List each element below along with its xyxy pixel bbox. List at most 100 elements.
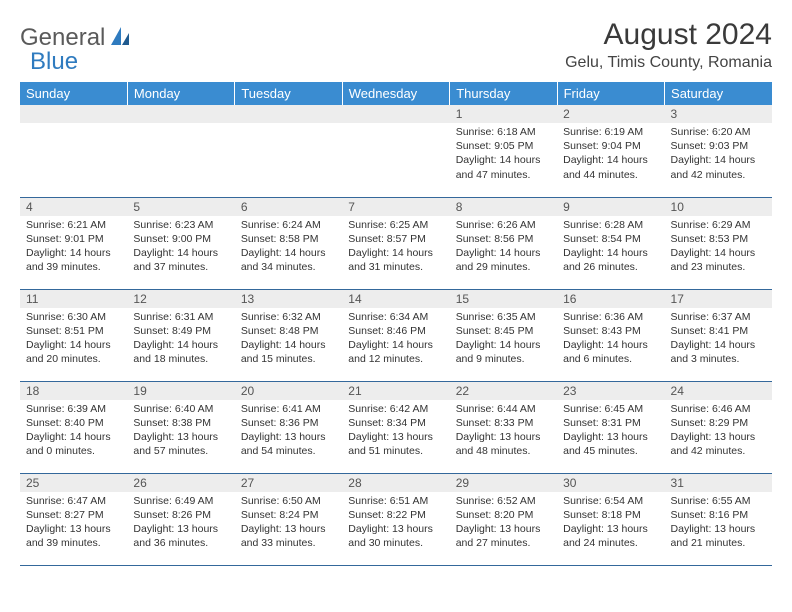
calendar-cell: 9Sunrise: 6:28 AMSunset: 8:54 PMDaylight… [557,197,664,289]
calendar-cell: 14Sunrise: 6:34 AMSunset: 8:46 PMDayligh… [342,289,449,381]
day-number: 12 [127,290,234,308]
calendar-cell: 16Sunrise: 6:36 AMSunset: 8:43 PMDayligh… [557,289,664,381]
day-number: 2 [557,105,664,123]
day-number: 21 [342,382,449,400]
calendar-cell: 1Sunrise: 6:18 AMSunset: 9:05 PMDaylight… [450,105,557,197]
day-detail: Sunrise: 6:19 AMSunset: 9:04 PMDaylight:… [557,123,664,186]
day-number: 22 [450,382,557,400]
logo-sail-icon [109,25,131,52]
day-number: 17 [665,290,772,308]
day-detail: Sunrise: 6:55 AMSunset: 8:16 PMDaylight:… [665,492,772,555]
day-number: 23 [557,382,664,400]
day-detail: Sunrise: 6:36 AMSunset: 8:43 PMDaylight:… [557,308,664,371]
calendar-cell: 30Sunrise: 6:54 AMSunset: 8:18 PMDayligh… [557,473,664,565]
calendar-cell: 2Sunrise: 6:19 AMSunset: 9:04 PMDaylight… [557,105,664,197]
logo-text-blue-wrap: Blue [30,48,78,76]
day-number: 18 [20,382,127,400]
calendar-body: 1Sunrise: 6:18 AMSunset: 9:05 PMDaylight… [20,105,772,565]
calendar-cell: 15Sunrise: 6:35 AMSunset: 8:45 PMDayligh… [450,289,557,381]
day-detail: Sunrise: 6:45 AMSunset: 8:31 PMDaylight:… [557,400,664,463]
calendar-week-row: 25Sunrise: 6:47 AMSunset: 8:27 PMDayligh… [20,473,772,565]
day-number: 1 [450,105,557,123]
day-detail: Sunrise: 6:35 AMSunset: 8:45 PMDaylight:… [450,308,557,371]
day-number: 24 [665,382,772,400]
day-detail: Sunrise: 6:49 AMSunset: 8:26 PMDaylight:… [127,492,234,555]
calendar-cell: 22Sunrise: 6:44 AMSunset: 8:33 PMDayligh… [450,381,557,473]
day-detail: Sunrise: 6:24 AMSunset: 8:58 PMDaylight:… [235,216,342,279]
day-detail: Sunrise: 6:29 AMSunset: 8:53 PMDaylight:… [665,216,772,279]
day-number: 13 [235,290,342,308]
day-number: 16 [557,290,664,308]
day-detail: Sunrise: 6:46 AMSunset: 8:29 PMDaylight:… [665,400,772,463]
day-number: 26 [127,474,234,492]
day-detail: Sunrise: 6:18 AMSunset: 9:05 PMDaylight:… [450,123,557,186]
day-number: 6 [235,198,342,216]
day-number: 14 [342,290,449,308]
day-detail: Sunrise: 6:25 AMSunset: 8:57 PMDaylight:… [342,216,449,279]
day-number: 7 [342,198,449,216]
calendar-week-row: 18Sunrise: 6:39 AMSunset: 8:40 PMDayligh… [20,381,772,473]
day-detail: Sunrise: 6:32 AMSunset: 8:48 PMDaylight:… [235,308,342,371]
day-detail: Sunrise: 6:54 AMSunset: 8:18 PMDaylight:… [557,492,664,555]
day-number-empty [20,105,127,123]
calendar-cell: 12Sunrise: 6:31 AMSunset: 8:49 PMDayligh… [127,289,234,381]
location-text: Gelu, Timis County, Romania [565,54,772,72]
calendar-cell: 18Sunrise: 6:39 AMSunset: 8:40 PMDayligh… [20,381,127,473]
calendar-week-row: 11Sunrise: 6:30 AMSunset: 8:51 PMDayligh… [20,289,772,381]
day-detail: Sunrise: 6:28 AMSunset: 8:54 PMDaylight:… [557,216,664,279]
day-detail: Sunrise: 6:44 AMSunset: 8:33 PMDaylight:… [450,400,557,463]
day-detail: Sunrise: 6:42 AMSunset: 8:34 PMDaylight:… [342,400,449,463]
calendar-week-row: 4Sunrise: 6:21 AMSunset: 9:01 PMDaylight… [20,197,772,289]
day-header-row: SundayMondayTuesdayWednesdayThursdayFrid… [20,82,772,105]
day-detail: Sunrise: 6:47 AMSunset: 8:27 PMDaylight:… [20,492,127,555]
day-header: Sunday [20,82,127,105]
calendar-cell: 13Sunrise: 6:32 AMSunset: 8:48 PMDayligh… [235,289,342,381]
day-number: 27 [235,474,342,492]
calendar-cell: 20Sunrise: 6:41 AMSunset: 8:36 PMDayligh… [235,381,342,473]
day-detail: Sunrise: 6:23 AMSunset: 9:00 PMDaylight:… [127,216,234,279]
day-detail: Sunrise: 6:26 AMSunset: 8:56 PMDaylight:… [450,216,557,279]
calendar-cell: 26Sunrise: 6:49 AMSunset: 8:26 PMDayligh… [127,473,234,565]
day-detail: Sunrise: 6:39 AMSunset: 8:40 PMDaylight:… [20,400,127,463]
day-number-empty [235,105,342,123]
calendar-cell: 10Sunrise: 6:29 AMSunset: 8:53 PMDayligh… [665,197,772,289]
calendar-cell: 11Sunrise: 6:30 AMSunset: 8:51 PMDayligh… [20,289,127,381]
day-number: 3 [665,105,772,123]
calendar-cell: 7Sunrise: 6:25 AMSunset: 8:57 PMDaylight… [342,197,449,289]
day-header: Tuesday [235,82,342,105]
day-number: 19 [127,382,234,400]
calendar-cell: 23Sunrise: 6:45 AMSunset: 8:31 PMDayligh… [557,381,664,473]
day-detail: Sunrise: 6:40 AMSunset: 8:38 PMDaylight:… [127,400,234,463]
day-detail: Sunrise: 6:20 AMSunset: 9:03 PMDaylight:… [665,123,772,186]
day-number: 28 [342,474,449,492]
day-detail: Sunrise: 6:51 AMSunset: 8:22 PMDaylight:… [342,492,449,555]
calendar-cell [235,105,342,197]
logo-text-blue: Blue [30,48,78,75]
day-number: 25 [20,474,127,492]
day-number: 29 [450,474,557,492]
title-block: August 2024 Gelu, Timis County, Romania [565,18,772,72]
day-detail: Sunrise: 6:52 AMSunset: 8:20 PMDaylight:… [450,492,557,555]
day-number: 15 [450,290,557,308]
month-title: August 2024 [565,18,772,52]
calendar-cell: 3Sunrise: 6:20 AMSunset: 9:03 PMDaylight… [665,105,772,197]
calendar-table: SundayMondayTuesdayWednesdayThursdayFrid… [20,82,772,566]
calendar-cell [20,105,127,197]
calendar-cell: 8Sunrise: 6:26 AMSunset: 8:56 PMDaylight… [450,197,557,289]
calendar-cell: 27Sunrise: 6:50 AMSunset: 8:24 PMDayligh… [235,473,342,565]
day-detail: Sunrise: 6:30 AMSunset: 8:51 PMDaylight:… [20,308,127,371]
day-detail: Sunrise: 6:31 AMSunset: 8:49 PMDaylight:… [127,308,234,371]
day-detail: Sunrise: 6:41 AMSunset: 8:36 PMDaylight:… [235,400,342,463]
day-header: Saturday [665,82,772,105]
day-number: 8 [450,198,557,216]
calendar-cell: 29Sunrise: 6:52 AMSunset: 8:20 PMDayligh… [450,473,557,565]
day-number-empty [342,105,449,123]
day-header: Wednesday [342,82,449,105]
day-number: 30 [557,474,664,492]
day-detail: Sunrise: 6:37 AMSunset: 8:41 PMDaylight:… [665,308,772,371]
calendar-cell: 4Sunrise: 6:21 AMSunset: 9:01 PMDaylight… [20,197,127,289]
day-header: Friday [557,82,664,105]
calendar-week-row: 1Sunrise: 6:18 AMSunset: 9:05 PMDaylight… [20,105,772,197]
calendar-cell: 31Sunrise: 6:55 AMSunset: 8:16 PMDayligh… [665,473,772,565]
calendar-cell: 5Sunrise: 6:23 AMSunset: 9:00 PMDaylight… [127,197,234,289]
